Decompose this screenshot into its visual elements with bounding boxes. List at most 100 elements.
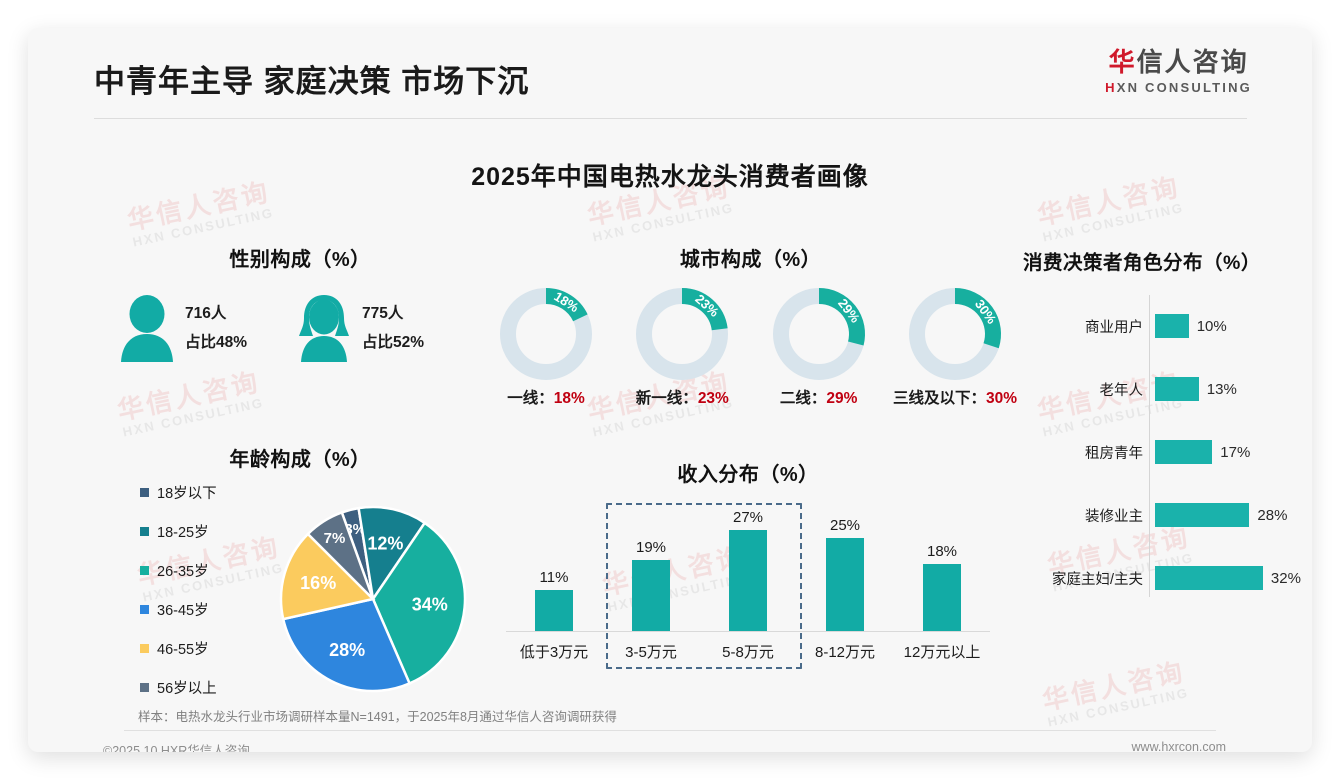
male-count: 716人 bbox=[185, 304, 227, 322]
sample-note: 样本：电热水龙头行业市场调研样本量N=1491，于2025年8月通过华信人咨询调… bbox=[138, 710, 617, 724]
legend-swatch-icon bbox=[140, 527, 149, 536]
role-value-label: 13% bbox=[1206, 380, 1237, 398]
donut-chart-新一线: 23% bbox=[636, 288, 729, 380]
age-composition-section: 年龄构成（%） 18岁以下 18-25岁 26-35岁 36-45岁 46-55岁 56岁… bbox=[100, 443, 500, 716]
pie-slice bbox=[281, 597, 412, 693]
role-bar-row: 老年人 13% bbox=[1023, 364, 1312, 414]
donut-chart-三线及以下: 30% bbox=[908, 288, 1001, 380]
age-legend-label: 36-45岁 bbox=[157, 603, 209, 619]
logo-cn-rest: 信人咨询 bbox=[1136, 47, 1249, 77]
income-baseline bbox=[506, 631, 990, 632]
age-legend-item: 18-25岁 bbox=[140, 521, 268, 542]
header-divider bbox=[94, 118, 1247, 119]
donut-chart-一线: 18% bbox=[500, 288, 592, 380]
income-bar-group: 11% 19% 27% 25% 18% bbox=[506, 503, 990, 631]
income-bar bbox=[923, 563, 961, 631]
income-bar bbox=[535, 589, 573, 631]
logo-en-red-char: H bbox=[1105, 79, 1117, 95]
pie-value-label: 12% bbox=[367, 533, 403, 553]
age-legend-label: 26-35岁 bbox=[157, 564, 209, 580]
pie-value-label: 28% bbox=[329, 640, 365, 660]
roles-bar-group: 商业用户 10% 老年人 13% 租房青年 17% 装修业主 28% 家庭主妇/主夫 32% bbox=[1023, 293, 1312, 603]
main-chart-title: 2025年中国电热水龙头消费者画像 bbox=[471, 163, 869, 191]
income-value-label: 18% bbox=[926, 542, 958, 560]
female-count: 775人 bbox=[362, 304, 404, 322]
logo-en-rest: XN CONSULTING bbox=[1116, 79, 1252, 95]
role-bar bbox=[1155, 566, 1263, 590]
logo-english-text: HXN CONSULTING bbox=[1105, 80, 1252, 95]
age-legend-label: 46-55岁 bbox=[157, 642, 209, 658]
pie-slice bbox=[371, 521, 467, 686]
income-bar-column: 18% bbox=[894, 543, 990, 631]
role-category-label: 家庭主妇/主夫 bbox=[1051, 571, 1143, 588]
role-bar bbox=[1155, 314, 1189, 338]
role-value-label: 32% bbox=[1270, 569, 1301, 587]
age-pie-chart: 3% 12% 34% 28% 16% 7% bbox=[278, 504, 468, 694]
donut-caption-name: 二线： bbox=[779, 390, 827, 407]
age-legend-item: 56岁以上 bbox=[140, 677, 268, 698]
income-value-label: 19% bbox=[635, 539, 667, 557]
income-category-label: 12万元以上 bbox=[903, 643, 981, 661]
pie-slice bbox=[357, 505, 427, 603]
income-bar-column: 19% bbox=[603, 539, 699, 631]
role-bar bbox=[1155, 377, 1199, 401]
gender-section-title: 性别构成（%） bbox=[229, 249, 371, 271]
pie-slice bbox=[279, 532, 376, 621]
footer-divider bbox=[124, 730, 1216, 731]
income-category-labels: 低于3万元 3-5万元 5-8万元 8-12万元 12万元以上 bbox=[506, 636, 990, 666]
income-highlight-box bbox=[606, 503, 802, 669]
male-icon bbox=[121, 295, 173, 362]
legend-swatch-icon bbox=[140, 488, 149, 497]
age-legend-label: 56岁以上 bbox=[157, 681, 217, 697]
city-donut-item: 30% 三线及以下：30% bbox=[891, 286, 1019, 408]
role-value-label: 28% bbox=[1257, 506, 1288, 524]
age-legend-item: 18岁以下 bbox=[140, 482, 268, 503]
company-logo: 华信人咨询 HXN CONSULTING bbox=[1105, 48, 1252, 95]
role-category-label: 商业用户 bbox=[1085, 319, 1143, 336]
gender-composition-section: 性别构成（%） 716人 占比48% bbox=[100, 243, 500, 362]
income-value-label: 27% bbox=[732, 509, 764, 527]
donut-caption-name: 一线： bbox=[507, 390, 554, 407]
donut-caption-value: 18% bbox=[553, 390, 585, 407]
income-value-label: 11% bbox=[539, 568, 569, 586]
donut-caption: 二线：29% bbox=[755, 386, 883, 408]
city-donut-item: 29% 二线：29% bbox=[755, 286, 883, 408]
donut-caption: 新一线：23% bbox=[618, 386, 746, 408]
donut-caption-value: 23% bbox=[697, 390, 729, 407]
legend-swatch-icon bbox=[140, 566, 149, 575]
age-pie-legend: 18岁以下 18-25岁 26-35岁 36-45岁 46-55岁 56岁以上 bbox=[100, 482, 268, 716]
footer-website: www.hxrcon.com bbox=[1131, 740, 1226, 752]
age-legend-item: 46-55岁 bbox=[140, 638, 268, 659]
role-bar-row: 商业用户 10% bbox=[1023, 301, 1312, 351]
income-bar bbox=[632, 560, 670, 631]
age-legend-item: 36-45岁 bbox=[140, 599, 268, 620]
role-value-label: 17% bbox=[1220, 443, 1251, 461]
income-distribution-section: 收入分布（%） 11% 19% 27% 25% 18% 低于3万元 3-5万元 5-8万元 8… bbox=[498, 458, 998, 669]
income-bar-column: 11% bbox=[506, 569, 602, 631]
roles-section-title: 消费决策者角色分布（%） bbox=[1023, 252, 1261, 274]
gender-item-female: 775人 占比52% bbox=[295, 294, 424, 362]
male-share: 占比48% bbox=[185, 334, 248, 351]
legend-swatch-icon bbox=[140, 644, 149, 653]
page-title: 中青年主导 家庭决策 市场下沉 bbox=[94, 64, 530, 99]
income-value-label: 25% bbox=[829, 516, 861, 534]
pie-slice bbox=[306, 510, 375, 600]
donut-caption-name: 新一线： bbox=[635, 390, 698, 407]
role-bar-row: 家庭主妇/主夫 32% bbox=[1023, 553, 1312, 603]
female-share: 占比52% bbox=[362, 334, 425, 351]
role-bar-row: 装修业主 28% bbox=[1023, 490, 1312, 540]
roles-baseline bbox=[1149, 295, 1150, 597]
role-bar bbox=[1155, 503, 1250, 527]
slide-header: 中青年主导 家庭决策 市场下沉 华信人咨询 HXN CONSULTING bbox=[28, 28, 1312, 123]
role-category-label: 装修业主 bbox=[1085, 508, 1143, 525]
role-category-label: 租房青年 bbox=[1085, 445, 1143, 462]
donut-caption-name: 三线及以下： bbox=[892, 390, 986, 407]
donut-caption: 三线及以下：30% bbox=[891, 386, 1019, 408]
logo-cn-red-char: 华 bbox=[1108, 47, 1137, 77]
role-value-label: 10% bbox=[1196, 317, 1227, 335]
decision-maker-roles-section: 消费决策者角色分布（%） 商业用户 10% 老年人 13% 租房青年 17% 装修业主 28%… bbox=[1023, 246, 1312, 616]
income-bar bbox=[826, 537, 864, 631]
pie-value-label: 34% bbox=[412, 594, 448, 614]
pie-value-label: 7% bbox=[324, 530, 346, 547]
city-donut-row: 18% 一线：18% 23% 新一线：23% 29% 二线：29% 30% 三线及以下：30% bbox=[478, 286, 1023, 408]
